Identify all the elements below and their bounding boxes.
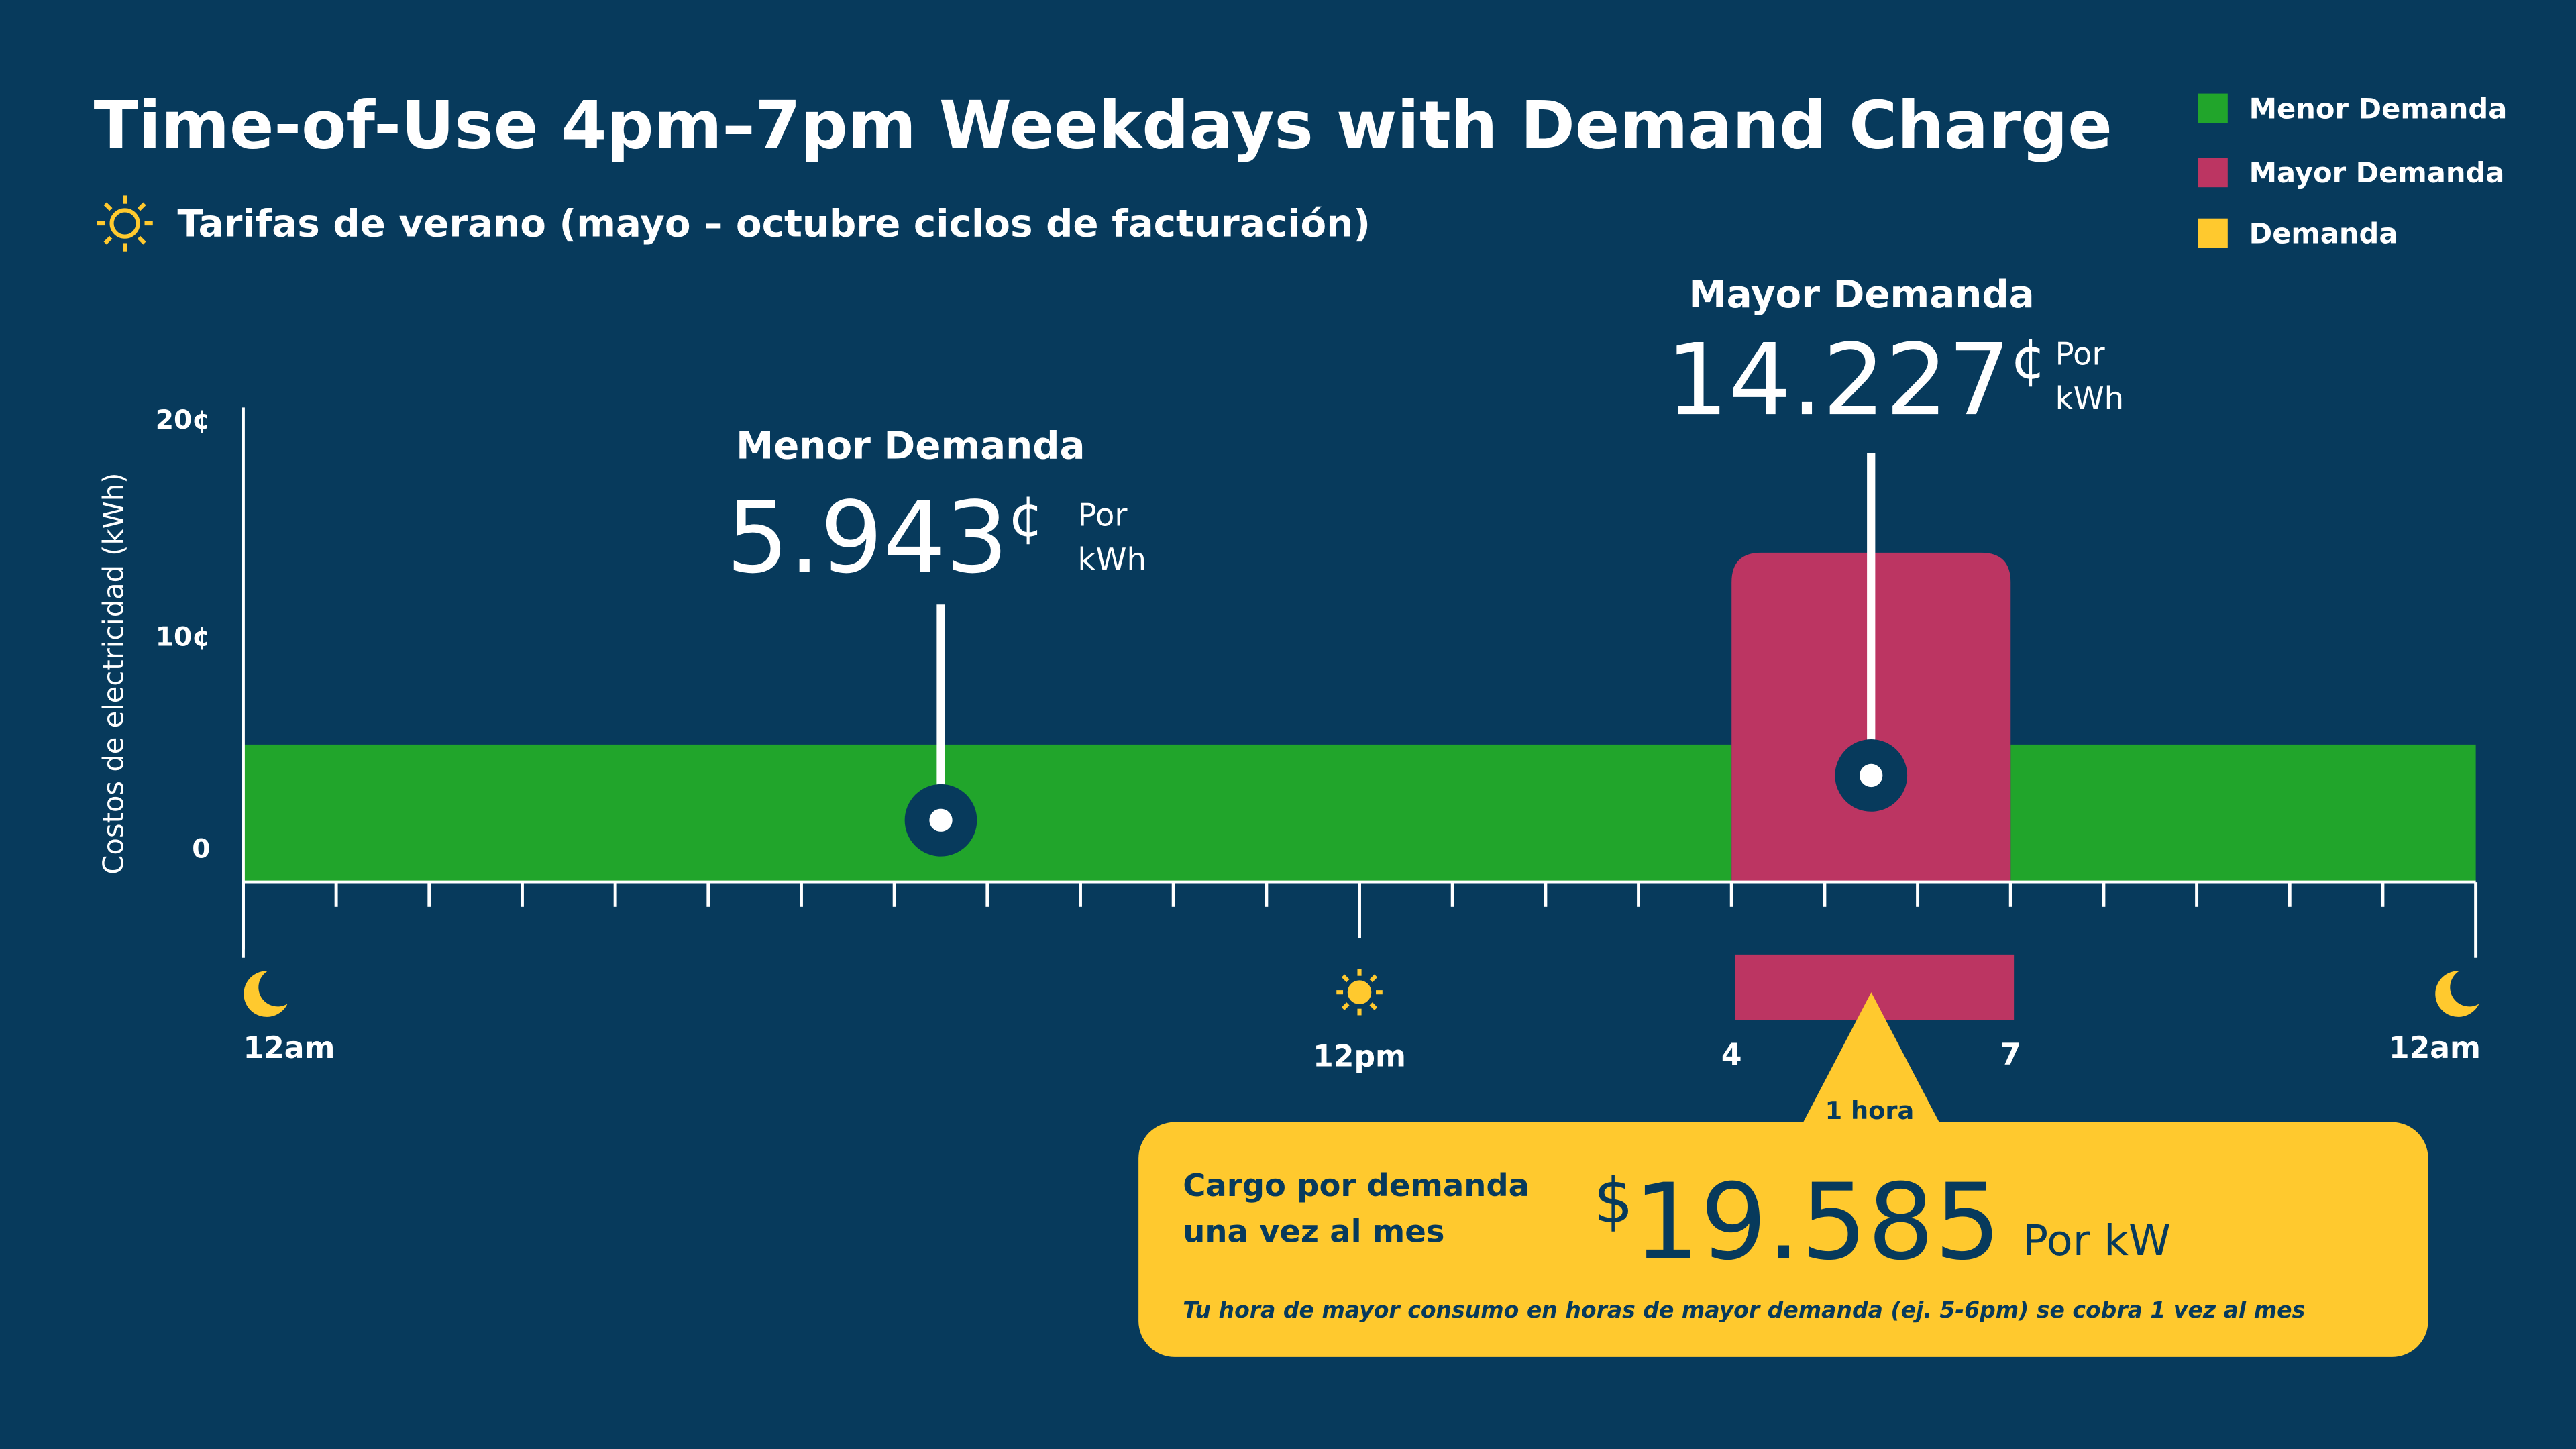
menor-value: 5.943¢	[726, 480, 1044, 595]
pointer-label: 1 hora	[1825, 1096, 1915, 1125]
menor-label: Menor Demanda	[736, 424, 1085, 468]
bar-menor-demanda	[243, 744, 1732, 883]
callout-pointer	[1797, 992, 1945, 1134]
mayor-cent: ¢	[2010, 326, 2046, 391]
menor-pin-dot	[929, 808, 953, 832]
y-tick-label: 10¢	[156, 622, 211, 652]
mayor-value: 14.227¢	[1666, 323, 2046, 437]
legend-swatch	[2198, 158, 2228, 188]
sun-icon	[97, 195, 153, 252]
y-axis-label: Costos de electricidad (kWh)	[97, 473, 130, 875]
demand-price: 19.585	[1633, 1161, 2001, 1283]
moon-shape	[244, 971, 288, 1017]
sun-ray	[1341, 1002, 1350, 1010]
callout-line2: una vez al mes	[1183, 1213, 1444, 1249]
x-tick-label: 12am	[243, 1031, 335, 1065]
moon-icon	[2435, 971, 2479, 1017]
mayor-per: Por	[2055, 336, 2106, 372]
menor-cent: ¢	[1008, 484, 1044, 549]
demand-callout: 1 hora Cargo por demanda una vez al mes …	[1138, 992, 2428, 1357]
demand-unit: Por kW	[2023, 1216, 2171, 1266]
callout-box	[1138, 1122, 2428, 1357]
menor-per: Por	[1078, 497, 1128, 533]
legend: Menor Demanda Mayor Demanda Demanda	[2198, 92, 2508, 250]
chart-subtitle: Tarifas de verano (mayo – octubre ciclos…	[177, 203, 1371, 246]
mayor-kwh: kWh	[2055, 380, 2124, 417]
mayor-pin-dot	[1860, 763, 1883, 788]
y-tick-label: 0	[192, 834, 210, 864]
x-tick-label: 7	[2000, 1038, 2021, 1072]
sun-icon	[1336, 969, 1383, 1016]
mayor-label: Mayor Demanda	[1689, 273, 2035, 317]
moon-icon	[244, 971, 288, 1017]
legend-label: Demanda	[2249, 217, 2398, 250]
legend-swatch	[2198, 218, 2228, 248]
sun-ray	[1341, 974, 1350, 983]
moon-shape	[2435, 971, 2479, 1017]
legend-swatch	[2198, 93, 2228, 123]
chart-title: Time-of-Use 4pm–7pm Weekdays with Demand…	[94, 87, 2112, 164]
sun-ray	[1369, 1002, 1378, 1010]
currency-symbol: $	[1594, 1165, 1633, 1237]
x-tick-label: 12pm	[1313, 1039, 1406, 1073]
menor-price: 5.943	[726, 480, 1008, 595]
menor-kwh: kWh	[1078, 541, 1146, 578]
bar-menor-demanda	[2010, 744, 2476, 883]
x-tick-label: 4	[1721, 1038, 1742, 1072]
callout-line1: Cargo por demanda	[1183, 1167, 1529, 1203]
demand-charge-value: $19.585	[1594, 1161, 2002, 1283]
callout-note: Tu hora de mayor consumo en horas de may…	[1183, 1297, 2305, 1323]
sun-core	[1347, 980, 1372, 1004]
legend-label: Mayor Demanda	[2249, 156, 2505, 189]
x-tick-label: 12am	[2389, 1031, 2481, 1065]
mayor-price: 14.227	[1666, 323, 2010, 437]
legend-label: Menor Demanda	[2249, 92, 2508, 125]
y-tick-label: 20¢	[156, 405, 211, 435]
sun-ray	[1369, 974, 1378, 983]
